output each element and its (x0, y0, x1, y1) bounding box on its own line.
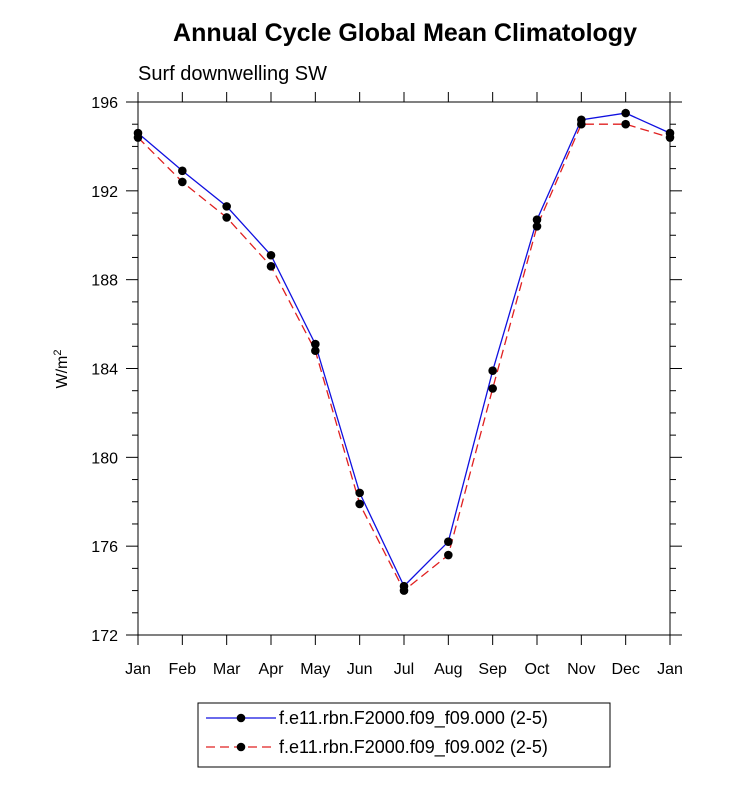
x-tick-label: Oct (525, 661, 550, 678)
legend: f.e11.rbn.F2000.f09_f09.000 (2-5) f.e11.r… (197, 702, 611, 768)
x-tick-label: Aug (434, 661, 462, 678)
legend-marker-1 (236, 713, 246, 723)
series-2-point (178, 177, 187, 187)
x-tick-label: Mar (213, 661, 241, 678)
y-tick-labels: 172 176 180 184 188 192 196 (91, 95, 118, 645)
y-tick-label: 180 (91, 450, 118, 467)
chart-title: Annual Cycle Global Mean Climatology (173, 19, 637, 47)
series-1-point (621, 108, 630, 118)
series-2-point (577, 119, 586, 129)
series-1-point (488, 366, 497, 376)
x-tick-label: Jun (347, 661, 373, 678)
x-tick-label: Sep (478, 661, 507, 678)
series-1-point (222, 202, 231, 211)
legend-label-2: f.e11.rbn.F2000.f09_f09.002 (2-5) (279, 737, 548, 758)
y-tick-label: 176 (91, 539, 118, 556)
series-2-point (222, 213, 231, 222)
series-1-point (178, 166, 187, 176)
series-2-point (266, 262, 276, 271)
series-line-1 (137, 112, 671, 588)
x-tick-labels: Jan Feb Mar Apr May Jun Jul Aug Sep Oct Nov Dec Jan (125, 661, 683, 678)
series-2-point (444, 550, 453, 560)
y-axis-label: W/m2 (52, 350, 71, 389)
y-tick-label: 184 (91, 362, 118, 379)
series-2-point (621, 119, 630, 129)
series-2-point (488, 384, 497, 393)
series-2-point (532, 222, 542, 231)
legend-box (197, 702, 611, 768)
x-tick-label: Jan (125, 661, 151, 678)
x-tick-label: Feb (169, 661, 197, 678)
series-layer (133, 108, 675, 595)
x-tick-label: May (300, 661, 330, 678)
series-1-point (311, 339, 320, 349)
series-2-point (355, 499, 364, 509)
series-2-point (399, 586, 409, 595)
x-tick-label: Nov (567, 661, 595, 678)
legend-marker-2 (236, 742, 246, 752)
series-1-point (444, 537, 453, 547)
plot-frame (137, 101, 671, 636)
series-1-point (532, 215, 542, 225)
legend-label-1: f.e11.rbn.F2000.f09_f09.000 (2-5) (279, 708, 548, 729)
x-tick-label: Jan (657, 661, 683, 678)
x-tick-label: Apr (259, 661, 285, 678)
legend-entries: f.e11.rbn.F2000.f09_f09.000 (2-5) f.e11.r… (206, 708, 548, 758)
y-tick-label: 188 (91, 273, 118, 290)
chart-subtitle: Surf downwelling SW (138, 63, 327, 85)
axis-ticks (126, 92, 682, 645)
series-2-point (311, 346, 320, 356)
y-tick-label: 192 (91, 184, 118, 201)
y-tick-label: 196 (91, 95, 118, 112)
series-line-2 (137, 123, 671, 592)
x-tick-label: Jul (394, 661, 414, 678)
series-1-point (355, 488, 364, 498)
series-1-point (266, 250, 276, 260)
y-tick-label: 172 (91, 628, 118, 645)
x-tick-label: Dec (611, 661, 639, 678)
